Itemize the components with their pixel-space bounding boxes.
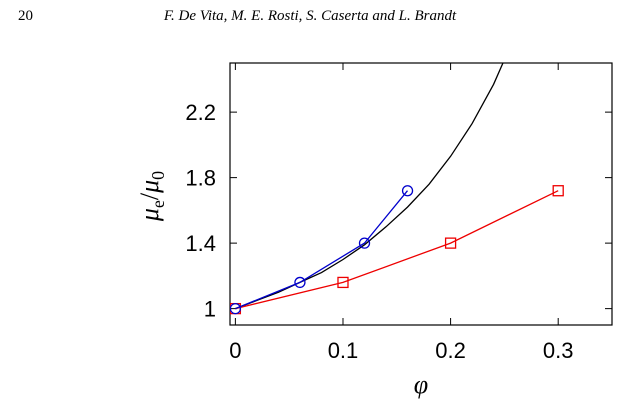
circle-data-point bbox=[401, 185, 414, 197]
square-data-point bbox=[552, 185, 564, 197]
square-data-point bbox=[337, 276, 349, 289]
y-axis-label-sep: / bbox=[135, 192, 164, 200]
y-axis-label-symbol-2: μ bbox=[135, 180, 164, 194]
x-tick-label: 0.1 bbox=[328, 338, 359, 363]
y-tick-label: 2.2 bbox=[185, 100, 216, 125]
y-axis-label: μe/μ0 bbox=[135, 171, 168, 222]
y-tick-label: 1.4 bbox=[185, 231, 216, 256]
x-axis-label: φ bbox=[414, 370, 428, 399]
running-head-authors: F. De Vita, M. E. Rosti, S. Caserta and … bbox=[163, 8, 457, 24]
y-tick-label: 1 bbox=[204, 297, 216, 322]
circle-data-point bbox=[358, 237, 371, 249]
circle-data-point bbox=[294, 276, 306, 289]
circle-series-line bbox=[235, 190, 409, 310]
plot-frame bbox=[229, 62, 613, 326]
y-tick-label: 1.8 bbox=[185, 166, 216, 191]
circle-data-point bbox=[230, 302, 242, 315]
square-data-point bbox=[444, 237, 457, 249]
x-tick-label: 0 bbox=[229, 338, 241, 363]
y-axis-label-sub2: 0 bbox=[148, 171, 168, 180]
y-axis-label-symbol: μ bbox=[135, 208, 164, 222]
x-tick-label: 0.2 bbox=[435, 338, 466, 363]
series-layer bbox=[230, 63, 564, 315]
page-number: 20 bbox=[18, 8, 33, 24]
axis-ticks: 0 0.1 0.2 0.3 1 1.4 1.8 2.2 bbox=[185, 63, 612, 363]
theory-curve bbox=[235, 63, 504, 310]
square-series-line bbox=[235, 190, 559, 310]
y-axis-label-sub1: e bbox=[148, 200, 168, 208]
x-tick-label: 0.3 bbox=[543, 338, 574, 363]
